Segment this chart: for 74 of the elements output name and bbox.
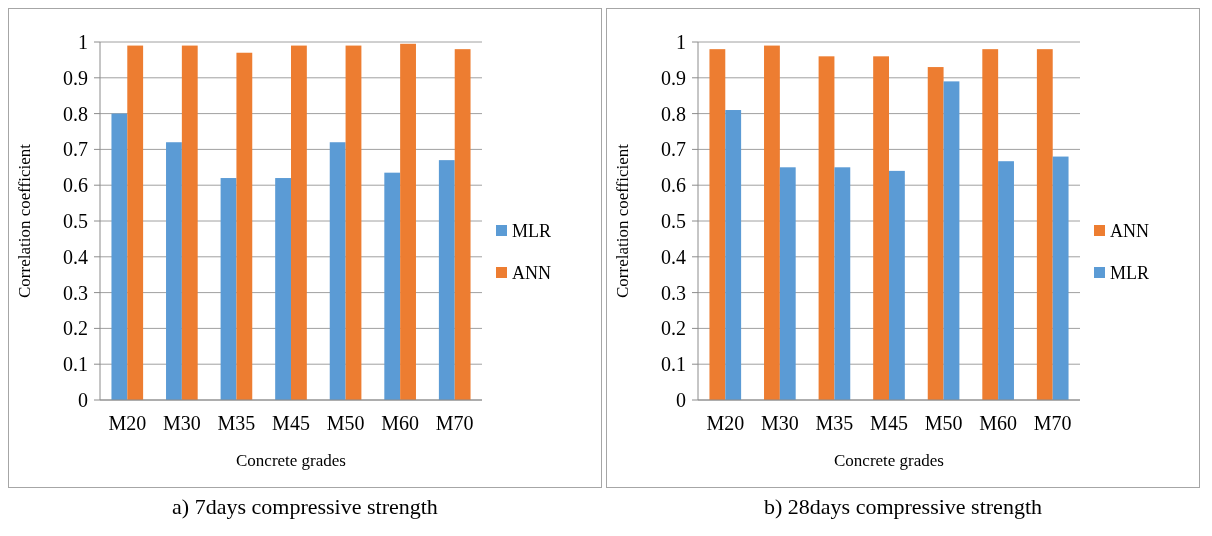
y-tick-label: 0 [676, 389, 686, 411]
y-tick-label: 0.2 [63, 317, 88, 340]
x-tick-label: M30 [162, 412, 201, 434]
bar [998, 161, 1014, 400]
x-tick-label: M60 [979, 412, 1018, 434]
y-tick-label: 0.5 [63, 210, 88, 232]
x-tick-label: M70 [435, 412, 474, 434]
bar [111, 113, 128, 400]
y-tick-label: 0.1 [63, 353, 88, 376]
bar [236, 52, 253, 400]
bar [454, 49, 471, 400]
x-tick-label: M35 [815, 412, 854, 434]
bar [291, 45, 307, 400]
x-tick-label: M45 [272, 412, 310, 434]
bar [329, 142, 346, 400]
legend-label: ANN [512, 263, 551, 284]
legend-label: ANN [1110, 221, 1149, 242]
bar [127, 45, 144, 400]
y-tick-label: 0.3 [661, 281, 686, 304]
y-tick-label: 0.9 [661, 66, 686, 89]
x-tick-label: M50 [326, 412, 365, 434]
bar [873, 56, 889, 400]
bar [275, 178, 291, 400]
text: b) 28days compressive strength [764, 494, 1042, 519]
y-tick-label: 0.3 [63, 281, 88, 304]
x-tick-label: M45 [870, 412, 908, 434]
bar [889, 170, 905, 400]
bar [834, 167, 851, 400]
x-tick-label: M20 [108, 412, 147, 434]
y-tick-label: 0.8 [63, 102, 88, 125]
bar [400, 43, 416, 400]
y-axis-title: Correlation coefficient [15, 143, 34, 299]
x-tick-label: M50 [924, 412, 963, 434]
y-axis-title: Correlation coefficient [613, 143, 632, 299]
bar [220, 178, 237, 400]
y-tick-label: 1 [78, 31, 88, 53]
bar [943, 81, 960, 400]
bar [384, 172, 401, 400]
x-tick-label: M60 [381, 412, 420, 434]
bar [982, 49, 999, 400]
bar [764, 45, 780, 400]
x-tick-label: M30 [760, 412, 799, 434]
y-tick-label: 0.7 [661, 138, 686, 161]
text: a) 7days compressive strength [172, 494, 438, 519]
bar [709, 49, 726, 400]
y-tick-label: 0.6 [661, 174, 686, 197]
y-tick-label: 0 [78, 389, 88, 411]
y-tick-label: 0.5 [661, 210, 686, 232]
y-tick-label: 0.6 [63, 174, 88, 197]
x-tick-label: M35 [217, 412, 256, 434]
y-tick-label: 0.8 [661, 102, 686, 125]
bar [166, 142, 182, 400]
bar [438, 160, 455, 400]
x-axis-title: Concrete grades [236, 451, 346, 470]
y-tick-label: 0.1 [661, 353, 686, 376]
x-axis-title: Concrete grades [834, 451, 944, 470]
bar [927, 67, 944, 400]
x-tick-label: M20 [706, 412, 745, 434]
legend-label: MLR [512, 221, 552, 242]
y-tick-label: 0.9 [63, 66, 88, 89]
y-tick-label: 1 [676, 31, 686, 53]
bar [181, 45, 198, 400]
bar [345, 45, 362, 400]
y-tick-label: 0.7 [63, 138, 88, 161]
legend-label: MLR [1110, 263, 1150, 284]
y-tick-label: 0.4 [63, 245, 88, 268]
bar [1036, 49, 1053, 400]
y-tick-label: 0.2 [661, 317, 686, 340]
bar [818, 56, 835, 400]
x-tick-label: M70 [1033, 412, 1072, 434]
y-tick-label: 0.4 [661, 245, 686, 268]
bar [1052, 156, 1069, 400]
bar [725, 110, 742, 400]
bar [779, 167, 796, 400]
